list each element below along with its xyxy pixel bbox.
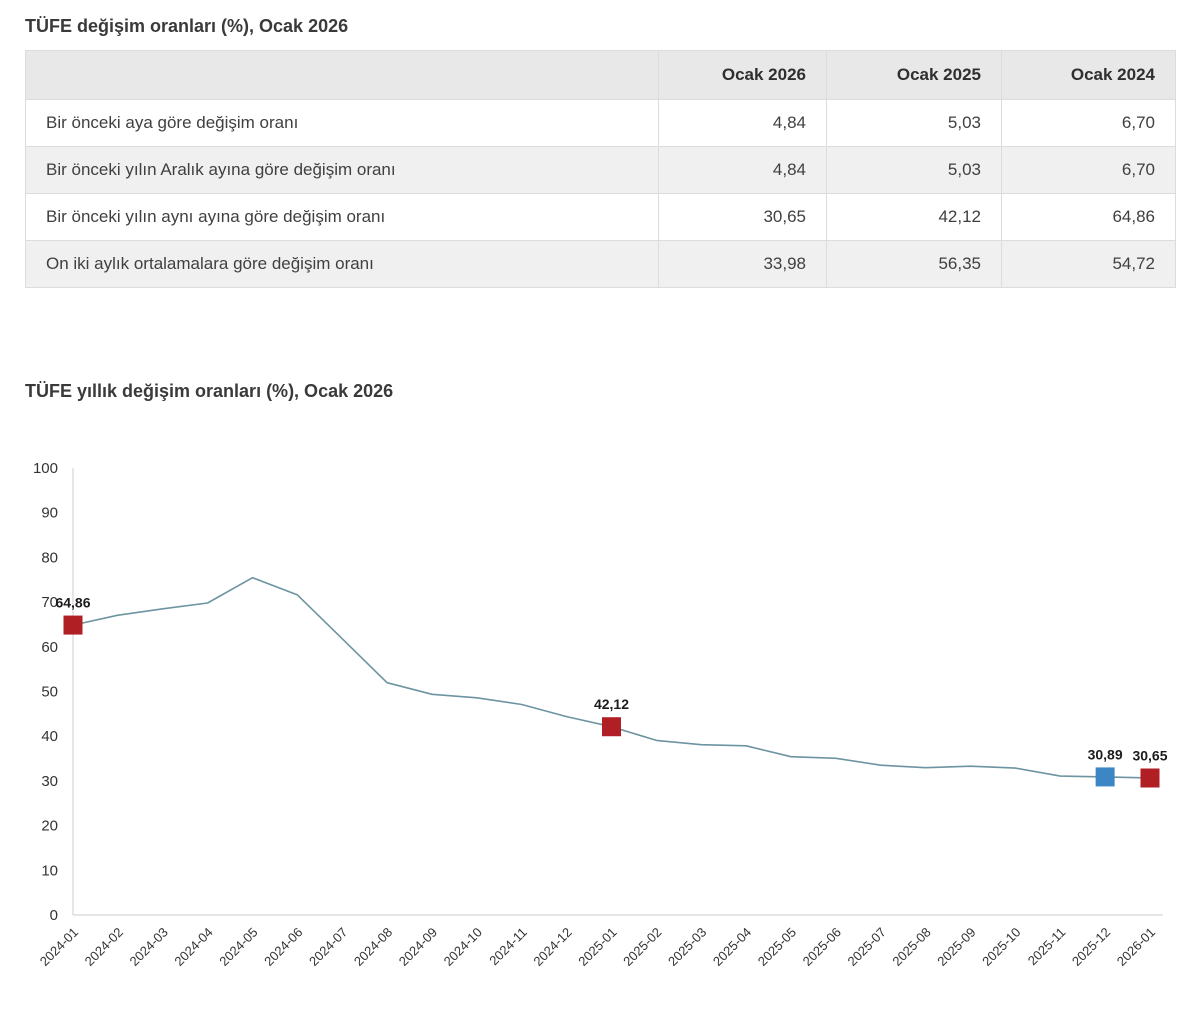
x-axis-tick-label: 2024-02 <box>82 925 126 969</box>
data-point-marker <box>1095 767 1115 787</box>
row-label: Bir önceki yılın aynı ayına göre değişim… <box>25 193 659 241</box>
data-point-marker <box>1140 768 1160 788</box>
y-axis-tick-label: 70 <box>41 594 58 611</box>
x-axis-tick-label: 2024-12 <box>530 925 574 969</box>
column-header: Ocak 2025 <box>826 50 1002 100</box>
data-point-marker <box>63 615 83 635</box>
x-axis-tick-label: 2024-04 <box>171 925 215 969</box>
y-axis-tick-label: 20 <box>41 818 58 835</box>
row-value: 56,35 <box>826 240 1002 288</box>
row-value: 33,98 <box>658 240 827 288</box>
x-axis-tick-label: 2024-06 <box>261 925 305 969</box>
y-axis-tick-label: 40 <box>41 728 58 745</box>
annual-inflation-line <box>72 576 1151 779</box>
x-axis-tick-label: 2025-04 <box>710 925 754 969</box>
chart-title: TÜFE yıllık değişim oranları (%), Ocak 2… <box>25 381 394 401</box>
x-axis-tick-label: 2024-11 <box>486 925 530 969</box>
x-axis-tick-label: 2025-10 <box>979 925 1023 969</box>
row-value: 64,86 <box>1001 193 1176 241</box>
x-axis-tick-label: 2024-07 <box>306 925 350 969</box>
table-row: On iki aylık ortalamalara göre değişim o… <box>25 240 1176 288</box>
row-label: On iki aylık ortalamalara göre değişim o… <box>25 240 659 288</box>
data-point-marker <box>602 717 621 737</box>
row-value: 4,84 <box>658 146 827 194</box>
y-axis-tick-label: 90 <box>41 505 58 522</box>
annual-cpi-line-chart: 0 10 20 30 40 50 60 70 80 90 100 2024-01 2024-02 2024… <box>0 440 1200 1021</box>
column-header: Ocak 2024 <box>1001 50 1176 100</box>
x-axis-tick-label: 2025-09 <box>934 925 978 969</box>
x-axis-tick-label: 2025-02 <box>620 925 664 969</box>
table-row: Bir önceki aya göre değişim oranı 4,84 5,0… <box>25 99 1176 147</box>
table-row: Bir önceki yılın Aralık ayına göre değiş… <box>25 146 1176 194</box>
data-point-label: 30,65 <box>1132 747 1167 763</box>
y-axis-tick-label: 60 <box>41 639 58 656</box>
table-title: TÜFE değişim oranları (%), Ocak 2026 <box>25 16 349 36</box>
row-value: 42,12 <box>826 193 1002 241</box>
row-value: 5,03 <box>826 99 1002 147</box>
x-axis-tick-label: 2024-03 <box>127 925 171 969</box>
y-axis-tick-label: 30 <box>41 773 58 790</box>
x-axis-tick-label: 2025-11 <box>1025 925 1069 969</box>
table-body: Bir önceki aya göre değişim oranı 4,84 5,0… <box>25 99 1176 288</box>
row-value: 30,65 <box>658 193 827 241</box>
x-axis-tick-label: 2025-01 <box>575 925 619 969</box>
data-point-label: 42,12 <box>594 696 629 712</box>
data-point-label: 64,86 <box>55 595 90 611</box>
row-value: 54,72 <box>1001 240 1176 288</box>
x-axis-tick-label: 2025-07 <box>845 925 889 969</box>
table-header-row: Ocak 2026 Ocak 2025 Ocak 2024 <box>25 50 1176 100</box>
row-label: Bir önceki aya göre değişim oranı <box>25 99 659 147</box>
table-header: Ocak 2026 Ocak 2025 Ocak 2024 <box>25 50 1176 100</box>
x-axis-tick-label: 2024-01 <box>37 925 81 969</box>
row-value: 6,70 <box>1001 99 1176 147</box>
y-axis-tick-label: 100 <box>33 460 58 477</box>
row-value: 5,03 <box>826 146 1002 194</box>
row-label: Bir önceki yılın Aralık ayına göre değiş… <box>25 146 659 194</box>
row-value: 6,70 <box>1001 146 1176 194</box>
x-axis-tick-label: 2024-08 <box>351 925 395 969</box>
y-axis-tick-label: 10 <box>41 862 58 879</box>
x-axis-tick-label: 2025-12 <box>1069 925 1113 969</box>
x-axis-tick-label: 2025-03 <box>665 925 709 969</box>
column-header-empty <box>25 50 659 100</box>
column-header: Ocak 2026 <box>658 50 827 100</box>
cpi-rates-table: Ocak 2026 Ocak 2025 Ocak 2024 Bir önceki a… <box>25 50 1176 288</box>
y-axis-tick-label: 80 <box>41 549 58 566</box>
x-axis-tick-label: 2024-09 <box>396 925 440 969</box>
y-axis-tick-label: 50 <box>41 684 58 701</box>
y-axis-tick-label: 0 <box>50 907 58 924</box>
data-point-label: 30,89 <box>1088 746 1123 762</box>
x-axis-tick-label: 2024-05 <box>216 925 260 969</box>
x-axis-tick-label: 2025-08 <box>889 925 933 969</box>
x-axis-tick-label: 2024-10 <box>441 925 485 969</box>
x-axis-tick-label: 2025-06 <box>800 925 844 969</box>
x-axis-tick-label: 2025-05 <box>755 925 799 969</box>
x-axis-tick-label: 2026-01 <box>1114 925 1158 969</box>
table-row: Bir önceki yılın aynı ayına göre değişim… <box>25 193 1176 241</box>
row-value: 4,84 <box>658 99 827 147</box>
